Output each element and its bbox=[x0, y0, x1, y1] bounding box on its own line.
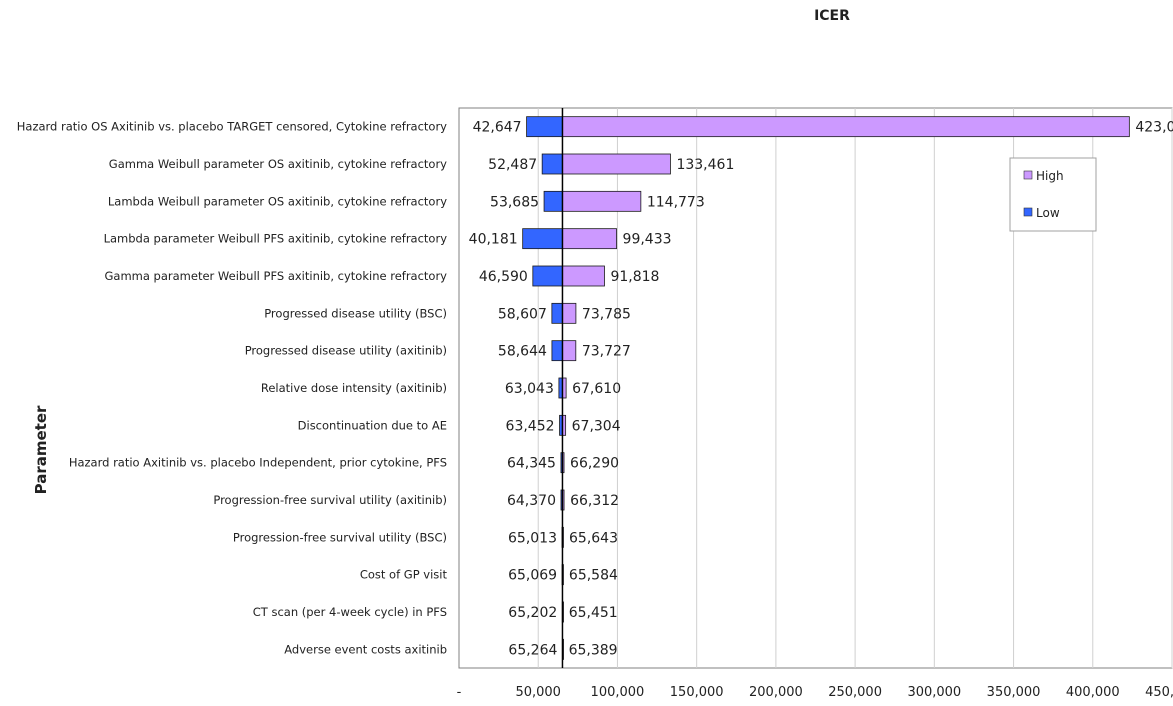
category-label: Lambda Weibull parameter OS axitinib, cy… bbox=[108, 194, 447, 208]
x-tick-label: 400,000 bbox=[1066, 685, 1120, 700]
bar-high bbox=[562, 302, 577, 324]
bar-high bbox=[562, 116, 1130, 138]
category-label: Cost of GP visit bbox=[360, 568, 448, 582]
value-label-high: 67,304 bbox=[572, 418, 621, 434]
value-label-high: 133,461 bbox=[676, 157, 734, 173]
category-label: Gamma Weibull parameter OS axitinib, cyt… bbox=[109, 157, 447, 171]
value-label-high: 423,083 bbox=[1135, 120, 1173, 136]
bar-low bbox=[551, 302, 563, 324]
value-label-high: 99,433 bbox=[623, 232, 672, 248]
value-labels: 42,647 423,083 52,487 133,461 53,685 114,773 4… bbox=[469, 120, 1173, 659]
category-label: Progressed disease utility (axitinib) bbox=[245, 344, 447, 358]
value-label-low: 65,013 bbox=[508, 530, 557, 546]
value-label-low: 65,264 bbox=[508, 642, 557, 658]
value-label-low: 58,644 bbox=[498, 344, 547, 360]
bar-high bbox=[562, 228, 617, 250]
x-tick-label: 450,000 bbox=[1145, 685, 1173, 700]
x-tick-label: - bbox=[457, 685, 462, 700]
category-label: Hazard ratio Axitinib vs. placebo Indepe… bbox=[69, 456, 447, 470]
x-tick-label: 300,000 bbox=[907, 685, 961, 700]
value-label-high: 65,451 bbox=[569, 605, 618, 621]
value-label-low: 46,590 bbox=[479, 269, 528, 285]
bar-low bbox=[551, 340, 563, 362]
bar-low bbox=[526, 116, 563, 138]
category-label: Discontinuation due to AE bbox=[298, 418, 447, 432]
bar-high bbox=[562, 153, 671, 175]
x-tick-labels: - 50,000 100,000 150,000 200,000 250,000 300,0… bbox=[457, 685, 1173, 700]
x-tick-label: 350,000 bbox=[987, 685, 1041, 700]
x-tick-label: 200,000 bbox=[749, 685, 803, 700]
category-label: Progressed disease utility (BSC) bbox=[264, 306, 447, 320]
chart-title: ICER bbox=[814, 8, 850, 24]
value-label-low: 63,452 bbox=[506, 418, 555, 434]
category-label: Progression-free survival utility (BSC) bbox=[233, 530, 447, 544]
category-label: Hazard ratio OS Axitinib vs. placebo TAR… bbox=[17, 120, 447, 134]
value-label-low: 42,647 bbox=[473, 120, 522, 136]
value-label-high: 66,312 bbox=[570, 493, 619, 509]
legend-label-low: Low bbox=[1036, 206, 1060, 220]
value-label-high: 73,785 bbox=[582, 306, 631, 322]
value-label-low: 40,181 bbox=[469, 232, 518, 248]
value-label-high: 114,773 bbox=[647, 194, 705, 210]
category-label: Gamma parameter Weibull PFS axitinib, cy… bbox=[104, 269, 447, 283]
legend: High Low bbox=[1009, 157, 1097, 232]
bar-low bbox=[522, 228, 563, 250]
value-label-high: 91,818 bbox=[610, 269, 659, 285]
bar-high bbox=[562, 340, 577, 362]
bar-high bbox=[562, 190, 642, 212]
category-label: Adverse event costs axitinib bbox=[284, 642, 447, 656]
category-label: Lambda parameter Weibull PFS axitinib, c… bbox=[104, 232, 448, 246]
category-labels: Hazard ratio OS Axitinib vs. placebo TAR… bbox=[17, 120, 448, 657]
value-label-low: 65,202 bbox=[508, 605, 557, 621]
x-tick-label: 100,000 bbox=[591, 685, 645, 700]
value-label-high: 65,643 bbox=[569, 530, 618, 546]
value-label-low: 53,685 bbox=[490, 194, 539, 210]
bar-low bbox=[541, 153, 563, 175]
legend-swatch-high bbox=[1023, 170, 1033, 180]
category-label: Progression-free survival utility (axiti… bbox=[213, 493, 447, 507]
bar-high bbox=[562, 265, 605, 287]
value-label-high: 65,584 bbox=[569, 568, 618, 584]
value-label-high: 66,290 bbox=[570, 456, 619, 472]
legend-box bbox=[1009, 157, 1097, 232]
value-label-high: 73,727 bbox=[582, 344, 631, 360]
value-label-low: 63,043 bbox=[505, 381, 554, 397]
legend-label-high: High bbox=[1036, 169, 1064, 183]
value-label-low: 52,487 bbox=[488, 157, 537, 173]
x-tick-label: 150,000 bbox=[670, 685, 724, 700]
category-label: Relative dose intensity (axitinib) bbox=[261, 381, 447, 395]
value-label-low: 64,370 bbox=[507, 493, 556, 509]
x-tick-label: 50,000 bbox=[515, 685, 561, 700]
y-axis-label: Parameter bbox=[32, 405, 50, 494]
bar-low bbox=[532, 265, 563, 287]
category-label: CT scan (per 4-week cycle) in PFS bbox=[253, 605, 447, 619]
value-label-low: 65,069 bbox=[508, 568, 557, 584]
value-label-high: 67,610 bbox=[572, 381, 621, 397]
value-label-low: 58,607 bbox=[498, 306, 547, 322]
bar-low bbox=[543, 190, 563, 212]
value-label-low: 64,345 bbox=[507, 456, 556, 472]
legend-swatch-low bbox=[1023, 207, 1033, 217]
x-tick-label: 250,000 bbox=[828, 685, 882, 700]
value-label-high: 65,389 bbox=[569, 642, 618, 658]
